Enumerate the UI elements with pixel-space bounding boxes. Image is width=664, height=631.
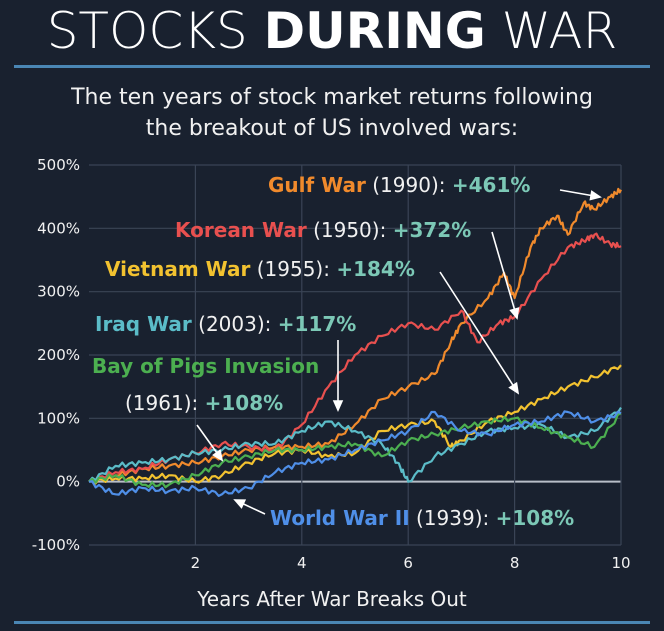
page-title: STOCKS DURING WAR xyxy=(0,2,664,60)
arrowhead-icon xyxy=(233,499,247,509)
annotation-vietnam: Vietnam War (1955): +184% xyxy=(105,257,415,281)
series-name: Gulf War xyxy=(268,173,366,197)
annotation-bay-of-pigs: Bay of Pigs Invasion xyxy=(92,354,319,378)
series-total: +108% xyxy=(495,506,575,530)
title-part: WAR xyxy=(485,2,618,60)
y-tick-label: 400% xyxy=(37,219,80,237)
annotation-korean: Korean War (1950): +372% xyxy=(175,218,471,242)
series-line-world-war-ii xyxy=(88,410,622,497)
x-axis-label: Years After War Breaks Out xyxy=(197,587,467,611)
x-tick-label: 8 xyxy=(510,554,520,572)
series-total: +372% xyxy=(392,218,472,242)
y-tick-label: 100% xyxy=(37,409,80,427)
annotation-arrow xyxy=(491,231,518,319)
y-tick-label: 200% xyxy=(37,346,80,364)
series-total: +461% xyxy=(451,173,531,197)
x-tick-label: 6 xyxy=(403,554,413,572)
series-name: World War II xyxy=(270,506,410,530)
x-tick-label: 2 xyxy=(191,554,201,572)
arrowhead-icon xyxy=(509,307,520,320)
arrowhead-icon xyxy=(332,400,344,412)
arrowhead-icon xyxy=(589,190,602,201)
x-tick-label: 4 xyxy=(297,554,307,572)
title-bold: DURING xyxy=(263,2,486,60)
series-total: +108% xyxy=(204,391,284,415)
subtitle: The ten years of stock market returns fo… xyxy=(0,82,664,144)
x-tick-label: 10 xyxy=(611,554,630,572)
arrowhead-icon xyxy=(508,381,520,395)
series-name: Iraq War xyxy=(95,312,192,336)
y-tick-label: -100% xyxy=(32,536,80,554)
series-total: +184% xyxy=(336,257,415,281)
series-name: Vietnam War xyxy=(105,257,251,281)
series-line-vietnam-war xyxy=(88,364,622,485)
series-year: (1961): xyxy=(125,391,199,415)
series-year: (1955): xyxy=(256,257,330,281)
title-part: STOCKS xyxy=(46,2,264,60)
annotation-wwii: World War II (1939): +108% xyxy=(270,506,574,530)
subtitle-line: the breakout of US involved wars: xyxy=(145,116,519,141)
y-tick-label: 500% xyxy=(37,156,80,174)
series-line-bay-of-pigs-invasion xyxy=(88,412,622,489)
series-year: (2003): xyxy=(198,312,272,336)
series-line-iraq-war xyxy=(88,406,622,483)
series-total: +117% xyxy=(277,312,357,336)
series-line-gulf-war xyxy=(88,187,622,484)
footer-divider xyxy=(14,621,650,624)
annotation-gulf: Gulf War (1990): +461% xyxy=(268,173,530,197)
series-year: (1939): xyxy=(416,506,490,530)
annotation-arrow xyxy=(439,271,519,394)
y-tick-label: 300% xyxy=(37,283,80,301)
series-name: Bay of Pigs Invasion xyxy=(92,354,320,378)
y-tick-label: 0% xyxy=(56,473,80,491)
title-divider xyxy=(14,65,650,68)
series-year: (1950): xyxy=(313,218,387,242)
series-name: Korean War xyxy=(175,218,307,242)
series-year: (1990): xyxy=(372,173,446,197)
annotation-bay-of-pigs-2: (1961): +108% xyxy=(125,391,283,415)
arrowhead-icon xyxy=(212,448,224,462)
subtitle-line: The ten years of stock market returns fo… xyxy=(71,85,593,110)
annotation-iraq: Iraq War (2003): +117% xyxy=(95,312,356,336)
